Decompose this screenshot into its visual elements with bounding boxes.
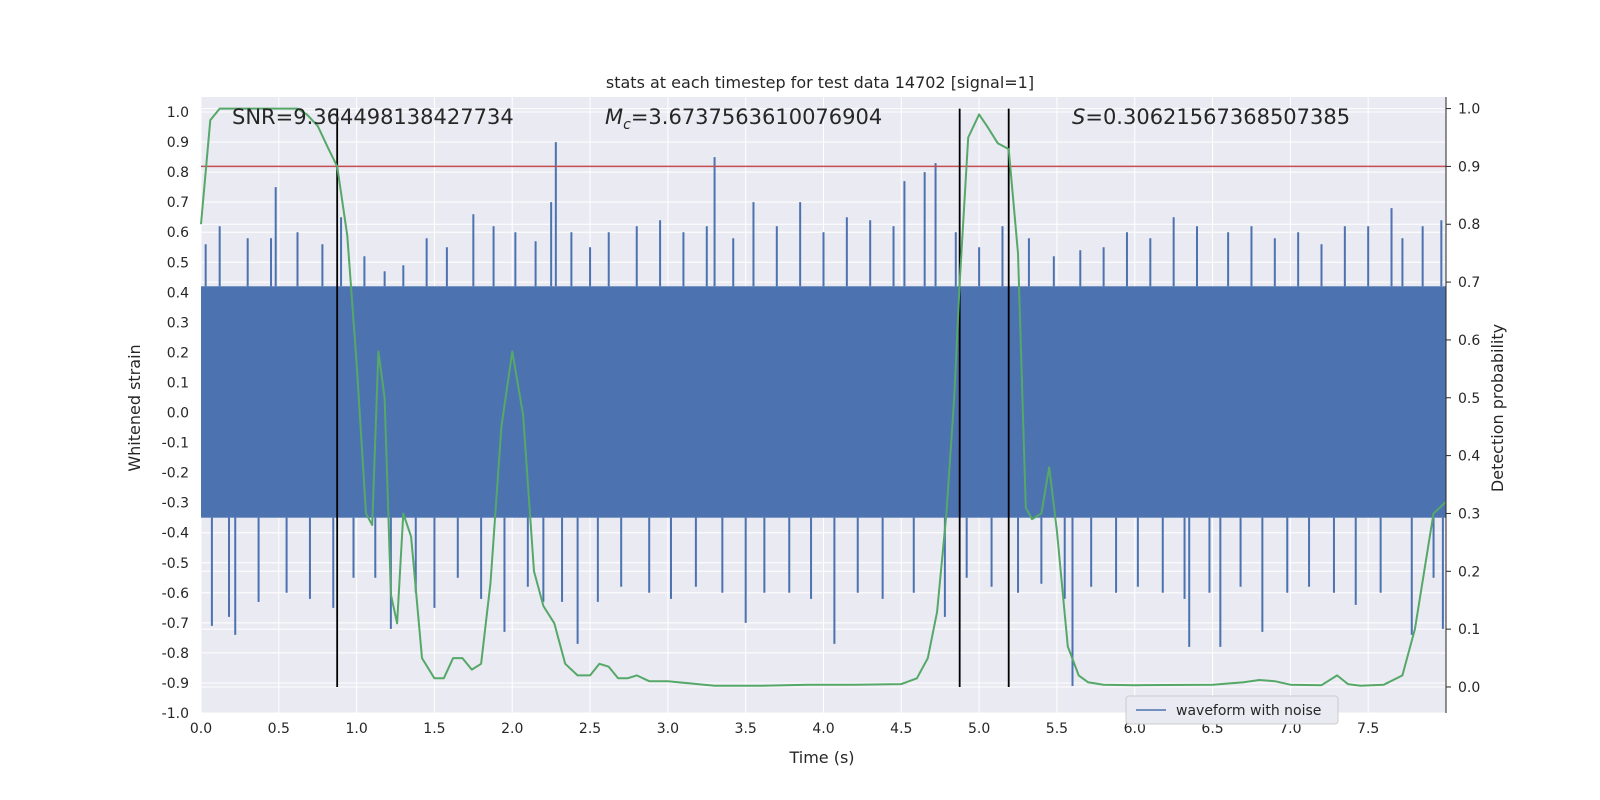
x-tick-label: 2.5 bbox=[579, 721, 601, 737]
y2-tick-label: 0.2 bbox=[1458, 564, 1480, 580]
mc-subscript: c bbox=[623, 117, 631, 133]
chart-title: stats at each timestep for test data 147… bbox=[606, 73, 1034, 92]
y-tick-label: -0.7 bbox=[162, 616, 189, 632]
x-tick-label: 5.0 bbox=[968, 721, 990, 737]
y-tick-label: -0.9 bbox=[162, 676, 189, 692]
y2-tick-label: 0.3 bbox=[1458, 506, 1480, 522]
axes: 0.0 0.5 1.0 1.5 2.0 2.5 3.0 3.5 4.0 4.5 5.0 5.5 6.0 6… bbox=[162, 97, 1480, 737]
y-tick-label: 1.0 bbox=[167, 105, 189, 121]
s-value: =0.30621567368507385 bbox=[1085, 105, 1350, 129]
x-tick-label: 0.5 bbox=[268, 721, 290, 737]
x-tick-label: 4.0 bbox=[812, 721, 834, 737]
y-tick-label: -0.6 bbox=[162, 586, 189, 602]
x-tick-label: 0.0 bbox=[190, 721, 212, 737]
legend: waveform with noise bbox=[1125, 695, 1339, 725]
event-vlines bbox=[336, 108, 1010, 687]
y2-tick-label: 0.0 bbox=[1458, 680, 1480, 696]
x-tick-label: 4.5 bbox=[890, 721, 912, 737]
s-symbol: S bbox=[1072, 105, 1085, 129]
x-tick-label: 7.5 bbox=[1357, 721, 1379, 737]
strain-series bbox=[201, 142, 1446, 686]
y-tick-label: 0.2 bbox=[167, 345, 189, 361]
y-tick-label: -0.8 bbox=[162, 646, 189, 662]
probability-line bbox=[200, 107, 1447, 687]
y-tick-label: 0.4 bbox=[167, 285, 189, 301]
probability-series bbox=[200, 107, 1447, 687]
y2-tick-label: 1.0 bbox=[1458, 102, 1480, 118]
strain-noise-band bbox=[201, 286, 1446, 518]
y-tick-label: 0.5 bbox=[167, 255, 189, 271]
y-tick-label: -1.0 bbox=[162, 706, 189, 722]
y-tick-label: -0.2 bbox=[162, 466, 189, 482]
y2-tick-label: 0.8 bbox=[1458, 217, 1480, 233]
y2-tick-label: 0.5 bbox=[1458, 391, 1480, 407]
x-tick-label: 6.0 bbox=[1124, 721, 1146, 737]
y-tick-label: -0.4 bbox=[162, 526, 189, 542]
x-tick-label: 3.0 bbox=[657, 721, 679, 737]
x-tick-label: 3.5 bbox=[735, 721, 757, 737]
x-tick-label: 1.5 bbox=[423, 721, 445, 737]
y-tick-label: 0.1 bbox=[167, 375, 189, 391]
mc-value: =3.6737563610076904 bbox=[631, 105, 882, 129]
y-tick-label: -0.1 bbox=[162, 436, 189, 452]
x-tick-label: 5.5 bbox=[1046, 721, 1068, 737]
y-tick-label: 0.3 bbox=[167, 315, 189, 331]
snr-annotation: SNR=9.364498138427734 bbox=[232, 105, 514, 129]
x-tick-label: 7.0 bbox=[1279, 721, 1301, 737]
x-tick-label: 6.5 bbox=[1201, 721, 1223, 737]
x-tick-label: 1.0 bbox=[345, 721, 367, 737]
y-axis-label: Whitened strain bbox=[125, 344, 144, 471]
legend-entry: waveform with noise bbox=[1176, 703, 1321, 719]
y-tick-label: -0.3 bbox=[162, 496, 189, 512]
mc-symbol: M bbox=[605, 105, 623, 129]
y-tick-label: 0.6 bbox=[167, 225, 189, 241]
s-annotation: S=0.30621567368507385 bbox=[1072, 105, 1350, 129]
y2-tick-label: 0.6 bbox=[1458, 333, 1480, 349]
y-tick-label: 0.8 bbox=[167, 165, 189, 181]
y-tick-label: 0.9 bbox=[167, 135, 189, 151]
x-tick-label: 2.0 bbox=[501, 721, 523, 737]
legend-box bbox=[1125, 695, 1339, 725]
y2-tick-label: 0.7 bbox=[1458, 275, 1480, 291]
y2-tick-label: 0.1 bbox=[1458, 622, 1480, 638]
x-axis-label: Time (s) bbox=[788, 748, 854, 767]
y-tick-label: 0.7 bbox=[167, 195, 189, 211]
y2-tick-label: 0.9 bbox=[1458, 159, 1480, 175]
mc-annotation: Mc=3.6737563610076904 bbox=[605, 105, 882, 133]
y-tick-label: 0.0 bbox=[167, 406, 189, 422]
y-tick-label: -0.5 bbox=[162, 556, 189, 572]
y2-axis-label: Detection probability bbox=[1488, 324, 1507, 492]
y2-tick-label: 0.4 bbox=[1458, 449, 1480, 465]
